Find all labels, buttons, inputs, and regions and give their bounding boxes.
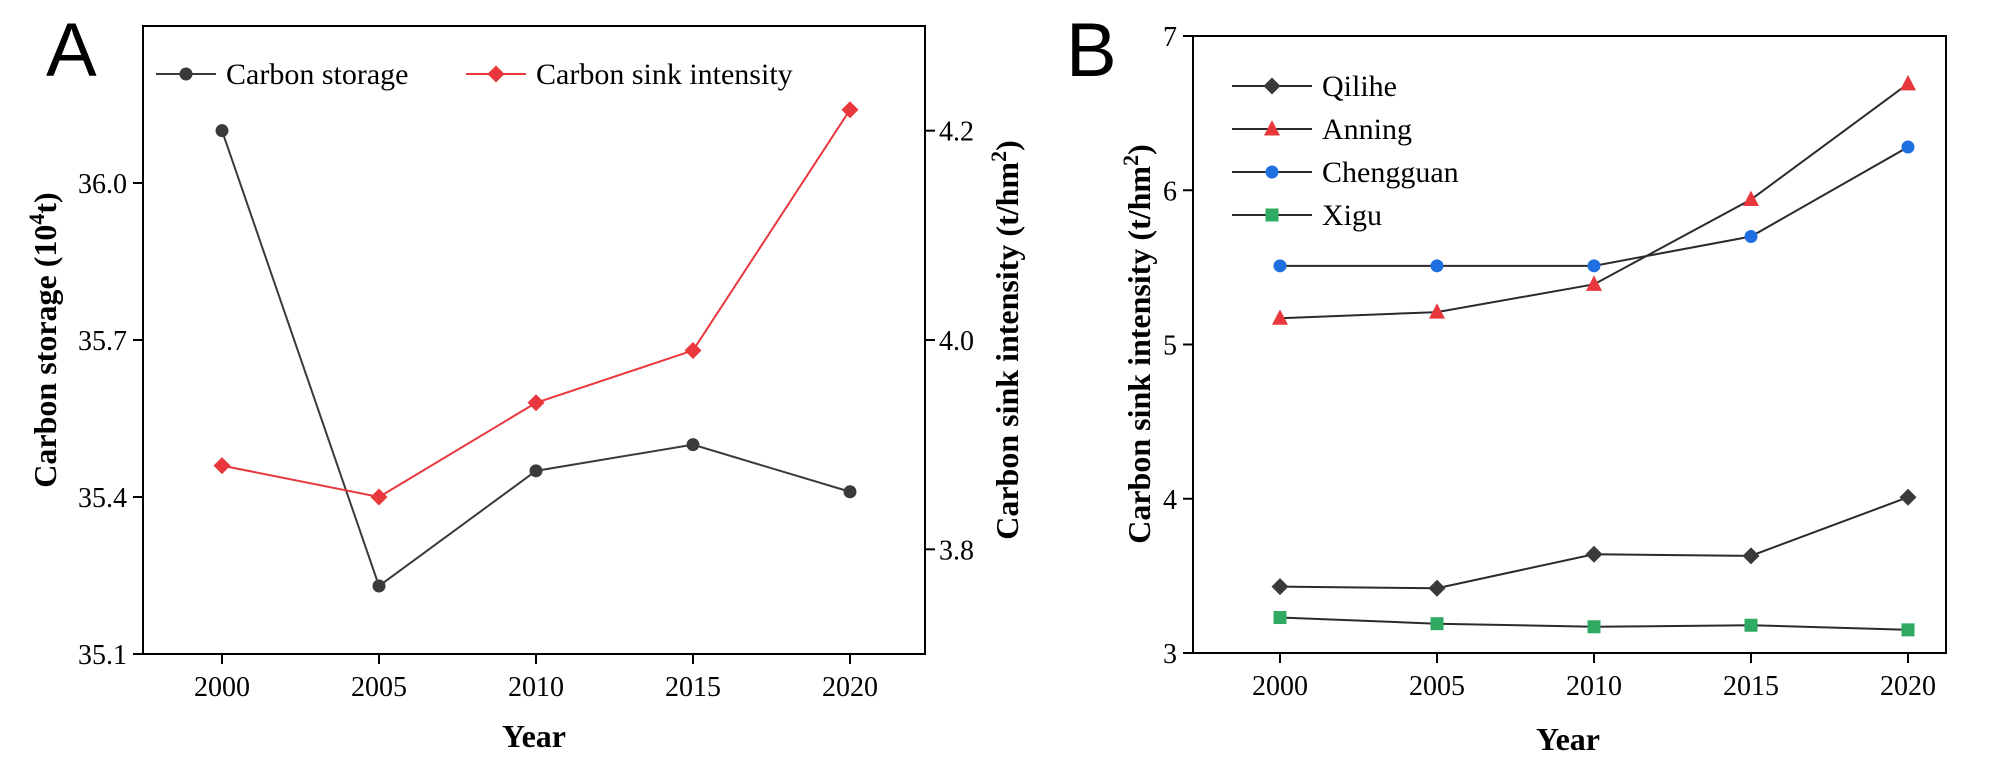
panel-b-point-3-4 <box>1901 623 1915 637</box>
panel-b-y-tick-label: 6 <box>1163 176 1177 207</box>
panel-b-legend-marker-2 <box>1265 165 1279 179</box>
panel-b-point-3-2 <box>1587 620 1601 634</box>
panel-b-x-tick-label: 2000 <box>1252 671 1308 702</box>
panel-b-y-tick-label: 7 <box>1163 22 1177 53</box>
panel-a-left-axis: 35.1 35.4 35.7 36.0 <box>78 169 143 671</box>
panel-b-x-axis: 2000 2005 2010 2015 2020 <box>1252 653 1936 702</box>
panel-b-x-tick-label: 2020 <box>1880 671 1936 702</box>
panel-b-point-0-0 <box>1271 578 1289 596</box>
panel-b-y-tick-label: 4 <box>1163 485 1177 516</box>
panel-a-y2-tick-label: 4.2 <box>939 117 974 148</box>
panel-b-point-2-3 <box>1744 230 1758 244</box>
panel-b-point-2-1 <box>1430 259 1444 273</box>
panel-a-y2-title-tail: ) <box>989 140 1025 151</box>
panel-a-x-axis: 2000 2005 2010 2015 2020 <box>194 654 878 703</box>
panel-b-x-tick-label: 2005 <box>1409 671 1465 702</box>
panel-a-x-tick-label: 2005 <box>351 672 407 703</box>
panel-a-legend-label-1: Carbon sink intensity <box>536 58 793 91</box>
panel-b-point-2-2 <box>1587 259 1601 273</box>
panel-b-letter: B <box>1066 8 1117 93</box>
panel-b-point-2-4 <box>1901 140 1915 154</box>
panel-a-y-tick-label: 35.1 <box>78 640 127 671</box>
panel-a-y-tick-label: 35.4 <box>78 483 127 514</box>
panel-a-point-0-0 <box>215 124 229 138</box>
panel-b-legend-label-2: Chengguan <box>1322 156 1459 189</box>
panel-b-point-0-4 <box>1899 488 1917 506</box>
panel-a-y-title-main: Carbon storage (10 <box>27 225 63 488</box>
panel-b-point-1-3 <box>1742 190 1760 207</box>
panel-a-x-tick-label: 2015 <box>665 672 721 703</box>
panel-a-legend-marker-0 <box>179 67 193 81</box>
panel-a-legend: Carbon storage Carbon sink intensity <box>156 58 793 91</box>
panel-a-x-tick-label: 2020 <box>822 672 878 703</box>
panel-b-series <box>1271 74 1917 637</box>
panel-b-series-line-0 <box>1279 496 1909 590</box>
panel-b-y-title-sup: 2 <box>1118 155 1143 166</box>
panel-a-y2-tick-label: 3.8 <box>939 535 974 566</box>
panel-a-point-0-4 <box>843 485 857 499</box>
panel-a-series-line-0 <box>221 130 851 588</box>
panel-a-right-axis: 3.8 4.0 4.2 <box>925 117 974 566</box>
panel-b-legend-marker-1 <box>1263 120 1281 136</box>
panel-b-point-0-2 <box>1585 545 1603 563</box>
panel-b: B 3 4 5 6 7 2000 2005 2010 2015 2020 Year Carbon… <box>1066 8 1947 757</box>
panel-b-legend-label-0: Qilihe <box>1322 70 1397 103</box>
panel-a-y2-axis-title: Carbon sink intensity (t/hm2) <box>986 140 1025 540</box>
panel-b-point-3-0 <box>1273 611 1287 625</box>
panel-a-y2-title-main: Carbon sink intensity (t/hm <box>989 162 1025 540</box>
panel-a-x-axis-title: Year <box>502 718 566 754</box>
panel-a-y-axis-title: Carbon storage (104t) <box>24 192 63 487</box>
panel-b-legend-marker-0 <box>1263 77 1281 95</box>
panel-b-x-axis-title: Year <box>1536 721 1600 757</box>
panel-a-series-line-1 <box>221 109 851 499</box>
panel-b-y-title-tail: ) <box>1121 144 1157 155</box>
panel-a-y-tick-label: 35.7 <box>78 326 127 357</box>
panel-a-point-0-3 <box>686 438 700 452</box>
panel-a-point-1-3 <box>684 341 702 359</box>
panel-b-point-1-0 <box>1271 309 1289 325</box>
panel-a-point-0-2 <box>529 464 543 478</box>
panel-a-y-title-sup: 4 <box>24 214 49 225</box>
panel-a-y-tick-label: 36.0 <box>78 169 127 200</box>
panel-a-y-title-tail: t) <box>27 192 63 213</box>
panel-b-point-1-4 <box>1899 74 1917 91</box>
panel-a-point-1-4 <box>841 101 859 119</box>
panel-b-x-tick-label: 2015 <box>1723 671 1779 702</box>
panel-b-y-tick-label: 3 <box>1163 639 1177 670</box>
panel-b-point-3-3 <box>1744 618 1758 632</box>
panel-b-point-0-3 <box>1742 547 1760 565</box>
panel-b-legend-label-3: Xigu <box>1322 199 1382 232</box>
panel-a-legend-label-0: Carbon storage <box>226 58 408 91</box>
panel-b-y-tick-label: 5 <box>1163 331 1177 362</box>
panel-b-y-axis: 3 4 5 6 7 <box>1163 22 1193 670</box>
panel-b-point-1-1 <box>1428 303 1446 319</box>
panel-a-plot-frame <box>142 25 926 655</box>
panel-a-point-1-0 <box>213 457 231 475</box>
panel-b-legend-marker-3 <box>1265 208 1279 222</box>
panel-a-point-1-1 <box>370 488 388 506</box>
panel-a-point-0-1 <box>372 579 386 593</box>
panel-b-legend: Qilihe Anning Chengguan Xigu <box>1232 70 1459 232</box>
panel-b-point-0-1 <box>1428 579 1446 597</box>
panel-b-y-title-main: Carbon sink intensity (t/hm <box>1121 166 1157 544</box>
panel-a-letter: A <box>46 8 97 93</box>
panel-a-series <box>213 101 859 593</box>
panel-b-point-2-0 <box>1273 259 1287 273</box>
panel-b-y-axis-title: Carbon sink intensity (t/hm2) <box>1118 144 1157 544</box>
panel-a-legend-marker-1 <box>487 65 505 83</box>
panel-b-x-tick-label: 2010 <box>1566 671 1622 702</box>
panel-a-x-tick-label: 2000 <box>194 672 250 703</box>
panel-a-y2-title-sup: 2 <box>986 151 1011 162</box>
panel-b-point-1-2 <box>1585 275 1603 291</box>
panel-a: A 35.1 35.4 35.7 36.0 3.8 4.0 4.2 2000 2005 201… <box>24 8 1025 754</box>
panel-a-point-1-2 <box>527 394 545 412</box>
panel-a-x-tick-label: 2010 <box>508 672 564 703</box>
panel-b-point-3-1 <box>1430 617 1444 631</box>
panel-b-legend-label-1: Anning <box>1322 113 1412 146</box>
panel-a-y2-tick-label: 4.0 <box>939 326 974 357</box>
